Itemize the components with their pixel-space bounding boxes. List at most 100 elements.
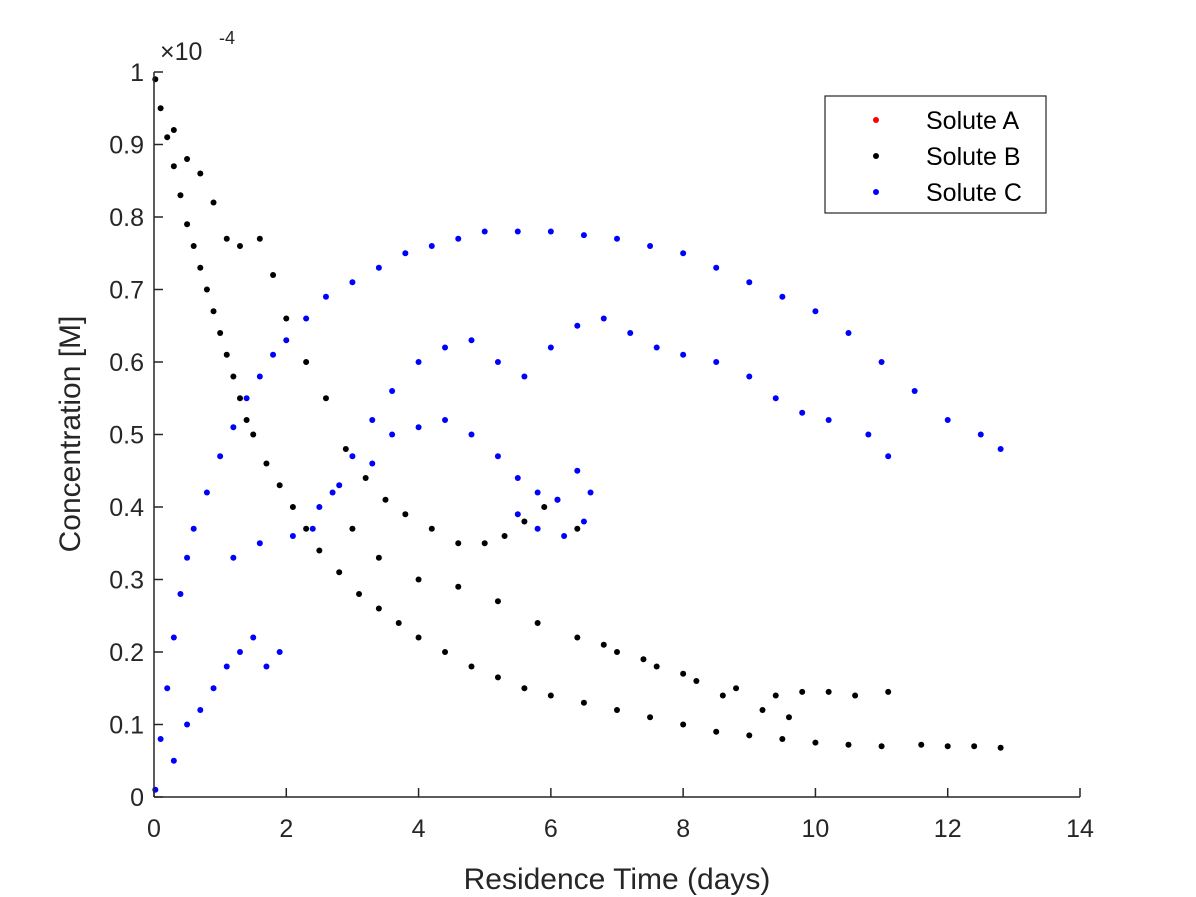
data-point [316, 504, 323, 510]
data-point [309, 525, 316, 532]
data-point [971, 743, 978, 750]
data-point [177, 192, 184, 199]
data-point [845, 330, 852, 336]
data-point [455, 540, 462, 547]
data-point [521, 685, 528, 692]
data-point [217, 453, 224, 460]
data-point [713, 264, 720, 271]
data-point [481, 228, 488, 235]
data-point [256, 235, 263, 242]
data-point [494, 359, 501, 365]
data-point [375, 605, 382, 612]
data-marks [152, 76, 1004, 793]
data-point [184, 721, 191, 728]
data-point [270, 272, 277, 278]
data-point [944, 417, 951, 423]
data-point [911, 388, 918, 394]
data-point [580, 518, 587, 525]
data-point [223, 235, 230, 242]
data-point [885, 688, 892, 695]
data-point [389, 388, 396, 394]
data-point [574, 467, 581, 474]
data-point [468, 337, 475, 344]
data-point [289, 504, 296, 510]
data-point [263, 663, 270, 670]
data-point [521, 373, 528, 380]
legend-label: Solute B [926, 143, 1021, 171]
data-point [799, 409, 806, 416]
data-point [152, 76, 159, 83]
y-tick-label: 0 [130, 784, 144, 812]
data-point [243, 417, 250, 423]
data-point [415, 424, 422, 431]
data-point [614, 235, 620, 242]
data-point [865, 431, 872, 438]
data-point [256, 373, 263, 380]
data-point [587, 489, 594, 496]
data-point [494, 598, 501, 605]
data-point [342, 446, 349, 452]
data-point [977, 431, 984, 438]
data-point [772, 395, 779, 402]
data-point [680, 250, 687, 257]
data-point [203, 286, 210, 293]
data-point [223, 351, 230, 358]
data-point [389, 431, 396, 438]
data-point [184, 221, 191, 228]
data-point [614, 649, 620, 655]
data-point [349, 525, 356, 532]
data-point [627, 330, 634, 336]
data-point [759, 707, 766, 713]
data-point [157, 105, 164, 112]
data-point [289, 533, 296, 539]
data-point [812, 739, 819, 746]
data-point [825, 688, 832, 695]
data-point [402, 250, 409, 257]
data-point [428, 243, 435, 249]
data-point [164, 685, 171, 692]
data-point [812, 308, 819, 315]
data-point [997, 446, 1004, 452]
data-point [733, 685, 740, 692]
data-point [547, 228, 554, 235]
data-point [693, 678, 700, 684]
data-point [197, 707, 204, 713]
data-point [336, 482, 343, 489]
data-point [210, 199, 217, 206]
data-point [514, 475, 521, 481]
data-point [680, 721, 687, 728]
y-tick-label: 0.5 [109, 422, 144, 450]
data-point [177, 591, 184, 597]
data-point [521, 518, 528, 525]
legend-label: Solute A [926, 107, 1019, 135]
data-point [256, 540, 263, 547]
data-point [547, 692, 554, 699]
data-point [184, 156, 191, 162]
data-point [779, 293, 786, 300]
x-tick-label: 8 [676, 815, 690, 843]
data-point [356, 591, 363, 597]
data-point [223, 663, 230, 670]
data-point [369, 417, 376, 423]
y-multiplier-base: ×10 [160, 38, 202, 66]
y-tick-label: 0.8 [109, 204, 144, 232]
data-point [316, 547, 323, 554]
data-point [243, 395, 250, 402]
data-point [647, 243, 654, 249]
data-point [852, 692, 859, 699]
data-point [270, 351, 277, 358]
data-point [442, 417, 449, 423]
legend-marker [873, 117, 879, 123]
data-point [785, 714, 792, 721]
data-point [614, 707, 620, 713]
data-point [197, 264, 204, 271]
data-point [395, 620, 402, 626]
y-tick-label: 0.2 [109, 639, 144, 667]
data-point [772, 692, 779, 699]
data-point [561, 533, 568, 539]
data-point [428, 525, 435, 532]
y-tick-label: 0.4 [109, 494, 144, 522]
data-point [719, 692, 726, 699]
data-point [713, 359, 720, 365]
